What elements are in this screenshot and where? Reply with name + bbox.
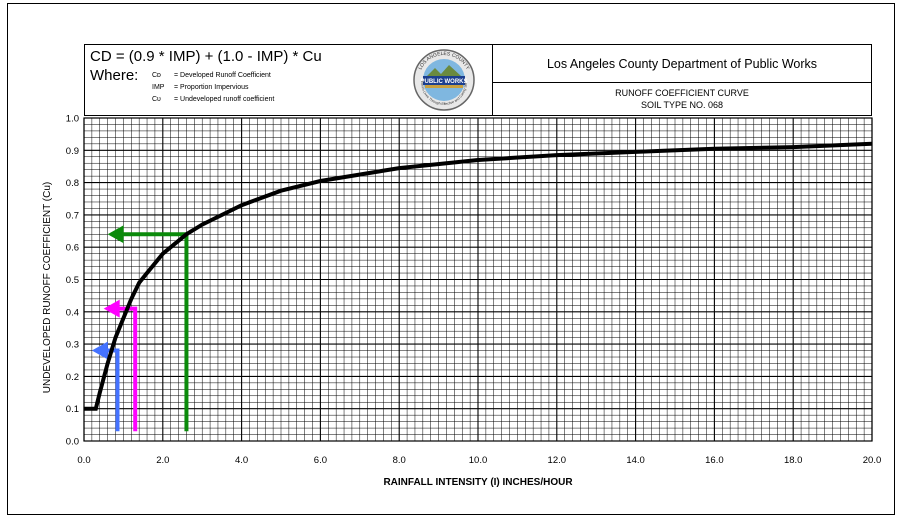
x-tick-label: 6.0 bbox=[314, 455, 327, 466]
definition-symbol: Cᴅ bbox=[152, 72, 161, 79]
x-tick-label: 12.0 bbox=[548, 455, 567, 466]
y-tick-label: 0.8 bbox=[66, 178, 79, 189]
x-tick-label: 4.0 bbox=[235, 455, 248, 466]
y-tick-label: 0.3 bbox=[66, 340, 79, 351]
y-tick-labels: 0.0 0.1 0.2 0.3 0.4 0.5 0.6 0.7 0.8 0.9 1.0 bbox=[66, 114, 79, 448]
y-tick-label: 0.7 bbox=[66, 210, 79, 221]
arrow-head bbox=[91, 341, 108, 360]
agency-name: Los Angeles County Department of Public … bbox=[493, 45, 871, 83]
definition-symbol: Cᴜ bbox=[152, 96, 161, 103]
y-tick-label: 0.0 bbox=[66, 437, 79, 448]
x-tick-label: 16.0 bbox=[705, 455, 724, 466]
public-works-logo-icon: PUBLIC WORKS LOS ANGELES COUNTY To Enric… bbox=[411, 48, 475, 111]
blue-arrow bbox=[91, 341, 120, 432]
y-axis-title: UNDEVELOPED RUNOFF COEFFICIENT (Cu) bbox=[42, 182, 53, 394]
x-tick-label: 14.0 bbox=[626, 455, 645, 466]
formula: CD = (0.9 * IMP) + (1.0 - IMP) * Cu bbox=[90, 48, 322, 65]
x-tick-label: 10.0 bbox=[469, 455, 488, 466]
definition-cd: Cᴅ = Developed Runoff Coefficient bbox=[152, 72, 271, 79]
arrow-shaft bbox=[115, 306, 138, 432]
x-tick-label: 2.0 bbox=[156, 455, 169, 466]
plot-border bbox=[83, 117, 873, 442]
definition-cu: Cᴜ = Undeveloped runoff coefficient bbox=[152, 96, 274, 103]
y-tick-label: 0.2 bbox=[66, 372, 79, 383]
formula-box: CD = (0.9 * IMP) + (1.0 - IMP) * Cu Wher… bbox=[85, 45, 492, 115]
y-tick-label: 0.4 bbox=[66, 307, 79, 318]
grid bbox=[83, 117, 873, 442]
arrow-head bbox=[107, 225, 124, 244]
chart-frame bbox=[7, 3, 895, 515]
y-tick-label: 0.5 bbox=[66, 275, 79, 286]
agency-box: Los Angeles County Department of Public … bbox=[492, 45, 871, 115]
where-label: Where: bbox=[90, 67, 139, 84]
x-tick-label: 0.0 bbox=[77, 455, 90, 466]
definition-text: = Undeveloped runoff coefficient bbox=[174, 96, 275, 103]
x-tick-label: 20.0 bbox=[863, 455, 882, 466]
runoff-curve bbox=[84, 141, 873, 411]
arrow-shaft bbox=[103, 348, 120, 432]
arrow-head bbox=[103, 299, 120, 318]
definition-symbol: IMP bbox=[152, 84, 165, 91]
curve-title-line-2: SOIL TYPE NO. 068 bbox=[640, 100, 724, 110]
magenta-arrow bbox=[103, 299, 138, 432]
y-tick-label: 0.6 bbox=[66, 243, 79, 254]
curve-title-line-1: RUNOFF COEFFICIENT CURVE bbox=[615, 88, 749, 98]
y-tick-label: 0.1 bbox=[66, 404, 79, 415]
y-tick-label: 1.0 bbox=[66, 114, 79, 125]
definition-imp: IMP = Proportion Impervious bbox=[152, 84, 249, 91]
y-tick-label: 0.9 bbox=[66, 146, 79, 157]
x-tick-label: 8.0 bbox=[393, 455, 406, 466]
definition-text: = Developed Runoff Coefficient bbox=[174, 72, 271, 79]
x-tick-label: 18.0 bbox=[784, 455, 803, 466]
definition-text: = Proportion Impervious bbox=[174, 84, 249, 91]
curve-title: RUNOFF COEFFICIENT CURVE SOIL TYPE NO. 0… bbox=[493, 87, 871, 111]
logo-band-text: PUBLIC WORKS bbox=[421, 79, 468, 85]
chart-header: CD = (0.9 * IMP) + (1.0 - IMP) * Cu Wher… bbox=[84, 44, 872, 116]
x-tick-labels: 0.0 2.0 4.0 6.0 8.0 10.0 12.0 14.0 16.0 18.0 20.0 bbox=[77, 455, 881, 466]
x-axis-title: RAINFALL INTENSITY (I) INCHES/HOUR bbox=[383, 477, 573, 488]
